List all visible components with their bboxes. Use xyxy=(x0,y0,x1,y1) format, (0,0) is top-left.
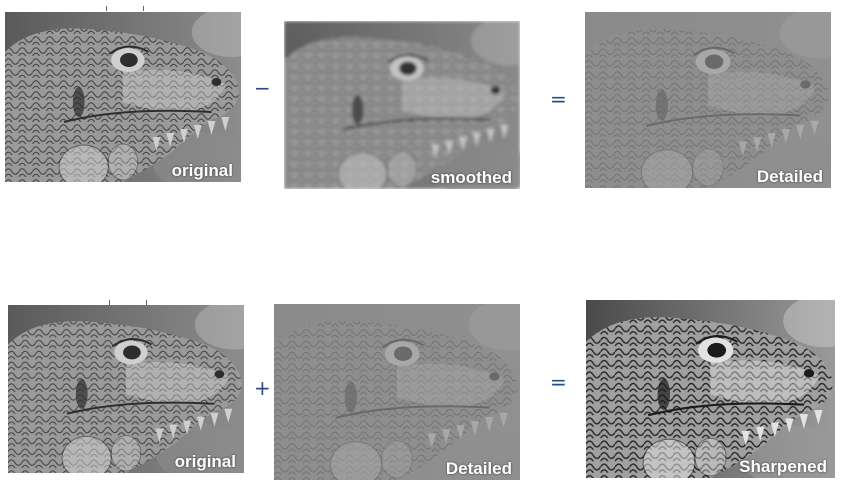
iguana-image xyxy=(5,12,241,182)
original-image-panel-row1: original xyxy=(5,12,241,182)
detailed-image-panel-row2: Detailed xyxy=(274,304,520,480)
minus-operator: − xyxy=(254,76,271,100)
sharpened-image-panel: Sharpened xyxy=(586,300,835,478)
image-caption: Detailed xyxy=(756,167,823,186)
iguana-image xyxy=(274,304,520,480)
image-caption: smoothed xyxy=(430,168,512,187)
image-caption: Detailed xyxy=(445,459,512,478)
image-caption: original xyxy=(174,452,236,471)
top-mark-left xyxy=(106,6,107,11)
top-mark-right xyxy=(143,6,144,11)
detailed-image-panel-row1: Detailed xyxy=(585,12,831,188)
iguana-image xyxy=(586,300,835,478)
equals-operator: = xyxy=(550,370,567,394)
iguana-image xyxy=(585,12,831,188)
smoothed-image-panel: smoothed xyxy=(284,21,520,189)
plus-operator: + xyxy=(254,376,271,400)
iguana-image xyxy=(284,21,520,189)
image-caption: original xyxy=(171,161,233,180)
original-image-panel-row2: original xyxy=(8,305,244,473)
top-mark-right xyxy=(146,300,147,305)
equals-operator: = xyxy=(550,87,567,111)
iguana-image xyxy=(8,305,244,473)
top-mark-left xyxy=(109,300,110,305)
image-caption: Sharpened xyxy=(739,457,827,476)
